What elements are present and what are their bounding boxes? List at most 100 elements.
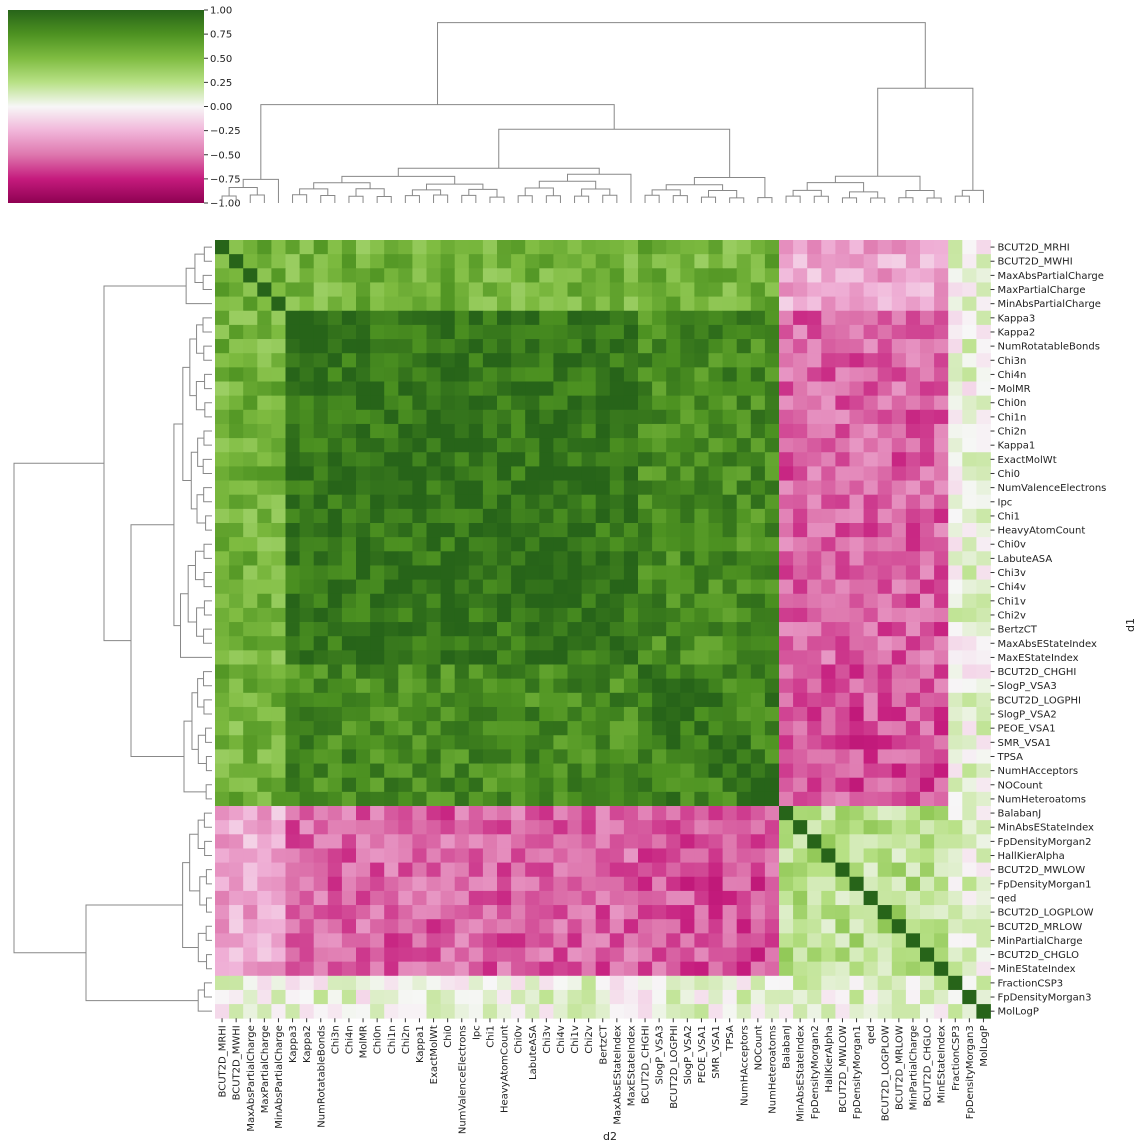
heatmap-cell xyxy=(497,353,512,368)
heatmap-cell xyxy=(595,282,611,297)
heatmap-cell xyxy=(215,296,230,312)
heatmap-cell xyxy=(398,452,413,467)
heatmap-cell xyxy=(750,989,766,1005)
heatmap-cell xyxy=(257,423,272,439)
heatmap-cell xyxy=(948,1004,963,1019)
heatmap-cell xyxy=(779,367,794,382)
heatmap-cell xyxy=(666,820,681,835)
heatmap-cell xyxy=(934,409,949,425)
heatmap-cell xyxy=(638,890,653,906)
heatmap-cell xyxy=(468,565,484,580)
heatmap-cell xyxy=(807,905,822,920)
heatmap-cell xyxy=(511,310,526,326)
heatmap-cell xyxy=(779,353,794,368)
heatmap-cell xyxy=(779,735,794,750)
heatmap-cell xyxy=(525,296,540,312)
heatmap-cell xyxy=(863,339,879,354)
heatmap-cell xyxy=(764,296,780,312)
heatmap-cell xyxy=(539,735,554,750)
heatmap-cell xyxy=(905,1004,921,1019)
heatmap-cell xyxy=(652,268,667,283)
heatmap-cell xyxy=(891,565,907,580)
heatmap-cell xyxy=(609,438,625,453)
heatmap-cell xyxy=(327,395,343,411)
heatmap-cell xyxy=(243,381,258,397)
heatmap-cell xyxy=(482,353,498,368)
heatmap-cell xyxy=(793,466,808,481)
heatmap-cell xyxy=(511,282,526,297)
heatmap-cell xyxy=(976,622,991,637)
x-tick-label: HallKierAlpha xyxy=(824,1025,835,1092)
heatmap-cell xyxy=(962,876,977,892)
heatmap-cell xyxy=(609,593,625,609)
heatmap-cell xyxy=(243,848,258,863)
heatmap-cell xyxy=(638,268,653,283)
y-tick-labels: BCUT2D_MRHIBCUT2D_MWHIMaxAbsPartialCharg… xyxy=(990,243,1106,1018)
heatmap-cell xyxy=(849,947,864,963)
heatmap-cell xyxy=(595,834,611,849)
heatmap-cell xyxy=(398,876,413,892)
heatmap-cell xyxy=(271,678,286,694)
heatmap-cell xyxy=(356,961,371,977)
heatmap-cell xyxy=(849,975,864,991)
heatmap-cell xyxy=(708,353,723,368)
heatmap-cell xyxy=(497,466,512,481)
heatmap-cell xyxy=(736,806,752,821)
heatmap-cell xyxy=(835,791,850,807)
heatmap-cell xyxy=(581,240,597,255)
heatmap-cell xyxy=(623,537,639,552)
dendrogram-link xyxy=(341,175,456,185)
heatmap-cell xyxy=(736,310,752,326)
heatmap-cell xyxy=(680,438,695,453)
heatmap-cell xyxy=(652,395,667,411)
dendrogram-link xyxy=(524,187,554,196)
heatmap-cell xyxy=(595,975,611,991)
heatmap-cell xyxy=(891,664,907,680)
heatmap-cell xyxy=(440,395,456,411)
heatmap-cell xyxy=(934,622,949,637)
heatmap-cell xyxy=(440,438,456,453)
heatmap-cell xyxy=(412,975,427,991)
heatmap-cell xyxy=(779,310,794,326)
heatmap-cell xyxy=(468,905,484,920)
heatmap-cell xyxy=(299,692,315,708)
heatmap-cell xyxy=(370,310,385,326)
dendrogram-link xyxy=(173,423,183,627)
heatmap-cell xyxy=(215,537,230,552)
heatmap-cell xyxy=(595,565,611,580)
heatmap-cell xyxy=(793,593,808,609)
heatmap-cell xyxy=(454,395,470,411)
heatmap-cell xyxy=(511,607,526,623)
heatmap-cell xyxy=(511,438,526,453)
heatmap-cell xyxy=(482,551,498,566)
y-tick-label: PEOE_VSA1 xyxy=(998,724,1056,735)
heatmap-cell xyxy=(638,735,653,750)
heatmap-cell xyxy=(920,791,935,807)
heatmap-cell xyxy=(807,282,822,297)
heatmap-cell xyxy=(877,381,893,397)
heatmap-cell xyxy=(341,876,357,892)
dendrogram-link xyxy=(130,524,184,757)
heatmap-cell xyxy=(694,523,709,538)
heatmap-cell xyxy=(497,919,512,934)
heatmap-cell xyxy=(905,706,921,722)
heatmap-cell xyxy=(920,452,935,467)
heatmap-cell xyxy=(370,282,385,297)
heatmap-cell xyxy=(454,1004,470,1019)
heatmap-cell xyxy=(567,452,582,467)
heatmap-cell xyxy=(877,1004,893,1019)
heatmap-cell xyxy=(807,254,822,269)
heatmap-cell xyxy=(835,848,850,863)
heatmap-cell xyxy=(779,296,794,312)
heatmap-cell xyxy=(497,876,512,892)
heatmap-cell xyxy=(652,622,667,637)
heatmap-cell xyxy=(722,919,738,934)
heatmap-cell xyxy=(511,367,526,382)
heatmap-cell xyxy=(412,763,427,779)
heatmap-cell xyxy=(835,523,850,538)
heatmap-cell xyxy=(905,565,921,580)
heatmap-cell xyxy=(341,905,357,920)
heatmap-cell xyxy=(863,282,879,297)
heatmap-cell xyxy=(722,664,738,680)
heatmap-cell xyxy=(793,905,808,920)
